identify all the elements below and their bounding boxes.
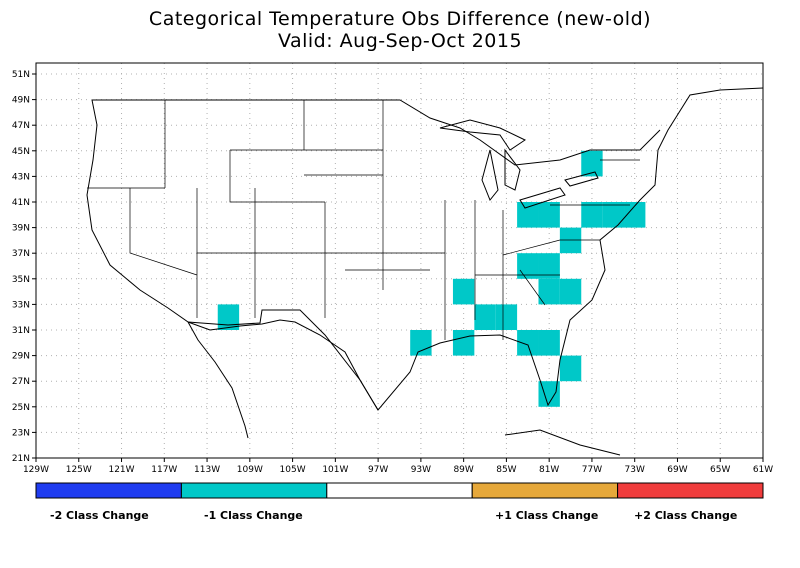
great-lakes bbox=[439, 119, 599, 209]
y-tick-label: 51N bbox=[12, 70, 30, 80]
y-tick-label: 37N bbox=[12, 249, 30, 259]
legend-label-minus1: -1 Class Change bbox=[204, 509, 303, 522]
y-tick-label: 49N bbox=[12, 96, 30, 106]
y-tick-label: 33N bbox=[12, 300, 30, 310]
x-tick-label: 65W bbox=[710, 465, 730, 475]
y-tick-label: 43N bbox=[12, 172, 30, 182]
x-tick-label: 97W bbox=[368, 465, 388, 475]
us-mexico-border bbox=[187, 309, 379, 411]
legend-swatch bbox=[326, 482, 473, 499]
minus1-cell bbox=[217, 304, 240, 330]
x-tick-label: 113W bbox=[194, 465, 220, 475]
minus1-cell bbox=[581, 202, 603, 228]
minus1-cell bbox=[517, 202, 539, 228]
map-title: Categorical Temperature Obs Difference (… bbox=[148, 8, 652, 30]
legend-label-plus1: +1 Class Change bbox=[495, 509, 599, 522]
x-tick-label: 93W bbox=[411, 465, 431, 475]
x-tick-label: 89W bbox=[453, 465, 473, 475]
x-tick-label: 77W bbox=[582, 465, 602, 475]
us-coastline bbox=[86, 87, 763, 439]
y-tick-label: 21N bbox=[12, 454, 30, 464]
minus1-cell bbox=[538, 381, 560, 407]
minus1-cell bbox=[474, 304, 496, 330]
us-canada-border bbox=[92, 99, 661, 166]
x-tick-label: 73W bbox=[625, 465, 645, 475]
coastline-and-boundaries bbox=[86, 87, 763, 456]
x-tick-label: 109W bbox=[237, 465, 263, 475]
latitude-tick-labels: 21N 23N 25N 27N 29N 31N 33N 35N 37N 39N 41N 43N 45N 4… bbox=[12, 70, 36, 464]
x-tick-label: 125W bbox=[66, 465, 92, 475]
legend-swatch bbox=[471, 482, 619, 499]
lat-lon-grid bbox=[36, 63, 763, 458]
y-tick-label: 35N bbox=[12, 275, 30, 285]
minus1-cell bbox=[559, 227, 582, 254]
y-tick-label: 41N bbox=[12, 198, 30, 208]
y-tick-label: 47N bbox=[12, 121, 30, 131]
y-tick-label: 25N bbox=[12, 403, 30, 413]
x-tick-label: 61W bbox=[753, 465, 773, 475]
y-tick-label: 27N bbox=[12, 377, 30, 387]
x-tick-label: 85W bbox=[496, 465, 516, 475]
y-tick-label: 45N bbox=[12, 147, 30, 157]
y-tick-label: 23N bbox=[12, 428, 30, 438]
minus1-cell bbox=[452, 278, 475, 305]
minus1-cell bbox=[559, 355, 582, 382]
legend-swatch bbox=[617, 482, 764, 499]
minus1-cell bbox=[517, 330, 539, 356]
minus1-cell bbox=[410, 330, 432, 356]
minus1-cell bbox=[517, 253, 539, 279]
legend-label-plus2: +2 Class Change bbox=[634, 509, 738, 522]
minus1-cell bbox=[624, 202, 646, 228]
legend-swatch bbox=[35, 482, 182, 499]
x-tick-label: 121W bbox=[108, 465, 134, 475]
minus1-cell bbox=[538, 278, 560, 305]
x-tick-label: 117W bbox=[151, 465, 177, 475]
y-tick-label: 39N bbox=[12, 224, 30, 234]
minus1-cell bbox=[602, 202, 625, 228]
minus1-cell bbox=[495, 304, 518, 330]
x-tick-label: 81W bbox=[539, 465, 559, 475]
minus1-cell bbox=[452, 330, 475, 356]
x-tick-label: 101W bbox=[322, 465, 348, 475]
y-tick-label: 31N bbox=[12, 326, 30, 336]
minus1-cell bbox=[538, 202, 560, 228]
x-tick-label: 69W bbox=[667, 465, 687, 475]
cuba-coastline bbox=[504, 429, 621, 456]
map-subtitle: Valid: Aug-Sep-Oct 2015 bbox=[277, 30, 523, 52]
class-change-cells bbox=[217, 150, 646, 407]
legend-label-minus2: -2 Class Change bbox=[50, 509, 149, 522]
minus1-cell bbox=[538, 253, 560, 279]
x-tick-label: 105W bbox=[280, 465, 306, 475]
state-lines bbox=[87, 100, 640, 340]
longitude-tick-labels: 129W 125W 121W 117W 113W 109W 105W 101W 97W 93W 89… bbox=[23, 458, 773, 475]
y-tick-label: 29N bbox=[12, 352, 30, 362]
legend-colorbar bbox=[35, 482, 764, 499]
plot-frame bbox=[35, 62, 764, 459]
minus1-cell bbox=[581, 150, 603, 177]
minus1-cell bbox=[538, 330, 560, 356]
minus1-cell bbox=[559, 278, 582, 305]
legend-swatch bbox=[180, 482, 328, 499]
x-tick-label: 129W bbox=[23, 465, 49, 475]
